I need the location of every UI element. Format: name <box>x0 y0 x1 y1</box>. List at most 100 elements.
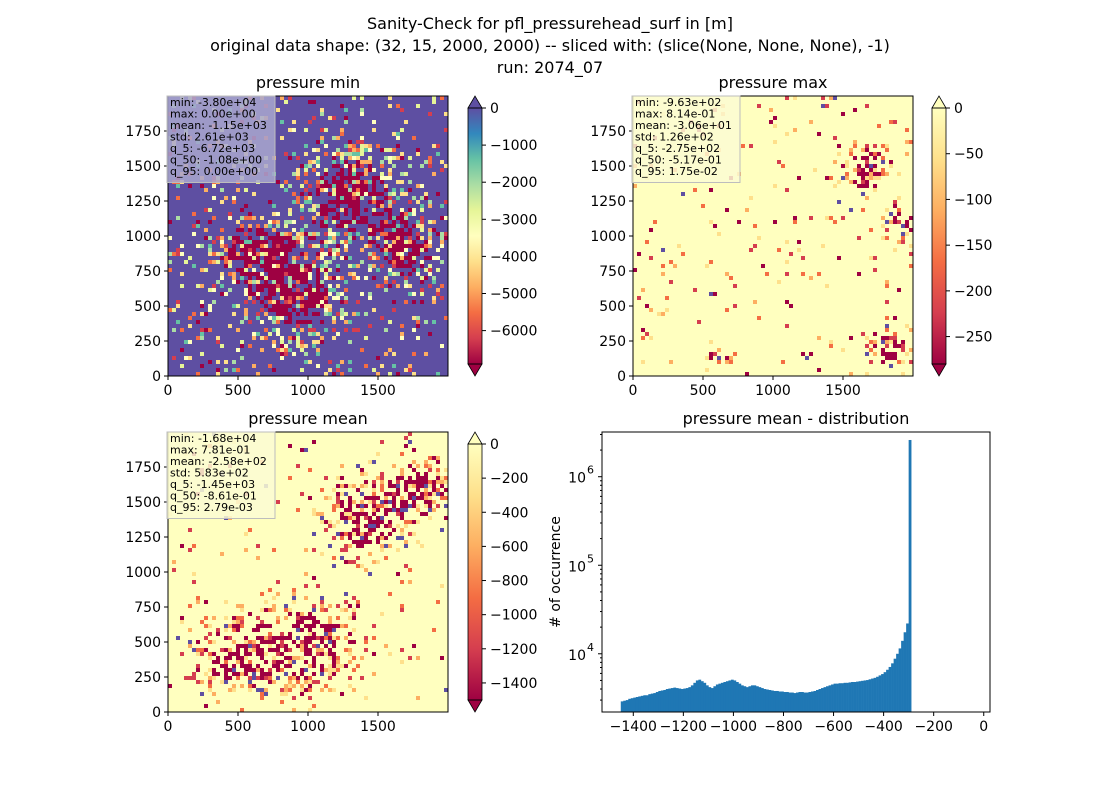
colorbar-tick-label: −5000 <box>490 287 537 303</box>
histogram-bar <box>670 688 674 712</box>
histogram-bar <box>718 683 722 712</box>
histogram-bar <box>863 680 867 712</box>
y-tick-label: 1250 <box>590 194 626 210</box>
y-tick-label: 1500 <box>125 159 161 175</box>
histogram-bar <box>783 692 787 712</box>
y-tick-label: 250 <box>134 334 161 350</box>
colorbar-tick-label: −3000 <box>490 212 537 228</box>
histogram-bar <box>851 682 854 712</box>
histogram-bar <box>708 687 712 712</box>
histogram-bar <box>638 696 642 712</box>
histogram-bar <box>841 683 844 712</box>
histogram-bar <box>898 648 902 712</box>
histogram-bar <box>770 690 774 712</box>
x-tick-label: 500 <box>690 383 717 399</box>
colorbar-tick-label: −1200 <box>490 642 537 658</box>
histogram-bar <box>906 623 909 712</box>
histogram-bar <box>908 439 912 712</box>
colorbar-tick-label: −800 <box>490 574 528 590</box>
histogram-bar <box>748 686 752 712</box>
x-tick-label: 0 <box>164 719 173 735</box>
x-tick-label: 1500 <box>360 383 396 399</box>
colorbar-extend-top <box>931 95 947 109</box>
suptitle-line-3: run: 2074_07 <box>497 58 603 78</box>
colorbar-tick-label: −2000 <box>490 175 537 191</box>
histogram-bar <box>660 690 664 712</box>
x-tick-label: −800 <box>764 719 802 735</box>
colorbar-extend-bottom <box>931 363 947 377</box>
y-tick-label: 250 <box>599 334 626 350</box>
panel-title: pressure mean - distribution <box>683 409 910 428</box>
histogram-bar <box>788 692 792 712</box>
histogram-bar <box>725 681 729 712</box>
stats-line: mean: -2.58e+02 <box>170 455 267 468</box>
histogram-bar <box>735 682 739 712</box>
y-tick-label: 750 <box>134 600 161 616</box>
stats-line: min: -1.68e+04 <box>170 432 256 445</box>
histogram-bar <box>623 700 627 712</box>
histogram-bar <box>723 682 727 712</box>
histogram-bar <box>668 688 672 712</box>
histogram-bar <box>673 687 677 712</box>
stats-line: q_50: -1.08e+00 <box>170 154 262 167</box>
y-tick-label: 750 <box>134 264 161 280</box>
colorbar-tick-label: 0 <box>490 101 499 117</box>
heatmap-panel-2: pressure max 0 500 1000 1500 0 250 500 750 1000 12… <box>590 73 992 399</box>
x-tick-label: 500 <box>225 719 252 735</box>
histogram-bar <box>843 682 847 712</box>
histogram-bar <box>763 689 767 712</box>
stats-line: q_95: 1.75e-02 <box>635 165 718 178</box>
stats-line: mean: -3.06e+01 <box>635 119 732 132</box>
histogram-bar <box>868 679 872 712</box>
x-tick-label: −600 <box>814 719 852 735</box>
colorbar-extend-top <box>467 431 483 445</box>
stats-line: q_5: -6.72e+03 <box>170 142 255 155</box>
histogram-bar <box>655 692 659 712</box>
histogram-bar <box>871 678 874 712</box>
stats-line: std: 5.83e+02 <box>170 467 249 480</box>
colorbar: 0 −1000 −2000 −3000 −4000 −5000 −6000 <box>467 95 537 377</box>
y-tick-exponent: 4 <box>587 641 594 654</box>
histogram-bar <box>703 682 707 712</box>
stats-line: max: 7.81e-01 <box>170 444 250 457</box>
colorbar-tick-label: −6000 <box>490 324 537 340</box>
histogram-bar <box>873 677 877 712</box>
x-tick-label: 500 <box>225 383 252 399</box>
y-tick-exponent: 5 <box>587 552 594 565</box>
histogram-bar <box>775 690 779 712</box>
colorbar-tick-label: −50 <box>954 147 984 163</box>
histogram-bar <box>853 682 857 712</box>
histogram-bar <box>828 685 832 712</box>
histogram-bar <box>856 681 859 712</box>
colorbar-tick-label: −1000 <box>490 138 537 154</box>
colorbar-gradient <box>932 108 946 364</box>
stats-line: min: -9.63e+02 <box>635 96 721 109</box>
colorbar: 0 −200 −400 −600 −800 −1000 −1200 −1400 <box>467 431 537 713</box>
histogram-bar <box>861 680 864 712</box>
histogram-bar <box>760 688 764 712</box>
histogram-bar <box>665 689 669 712</box>
figure-title: Sanity-Check for pfl_pressurehead_surf i… <box>210 14 890 78</box>
x-tick-label: −400 <box>864 719 902 735</box>
histogram-bar <box>635 696 639 712</box>
x-tick-label: −200 <box>914 719 952 735</box>
stats-line: q_95: 0.00e+00 <box>170 165 258 178</box>
y-tick-label: 0 <box>152 369 161 385</box>
histogram-bar <box>625 700 629 712</box>
stats-line: std: 1.26e+02 <box>635 131 714 144</box>
histogram-bar <box>700 681 704 712</box>
histogram-bar <box>798 692 802 712</box>
histogram-bar <box>685 688 689 712</box>
histogram-bar <box>630 698 634 712</box>
axes-frame <box>601 431 991 713</box>
histogram-bar <box>730 679 734 712</box>
histogram-bar <box>886 669 889 712</box>
histogram-bar <box>640 695 644 712</box>
x-tick-label: 0 <box>629 383 638 399</box>
stats-line: q_5: -1.45e+03 <box>170 478 255 491</box>
x-tick-label: 1500 <box>825 383 861 399</box>
y-tick-label: 500 <box>599 299 626 315</box>
